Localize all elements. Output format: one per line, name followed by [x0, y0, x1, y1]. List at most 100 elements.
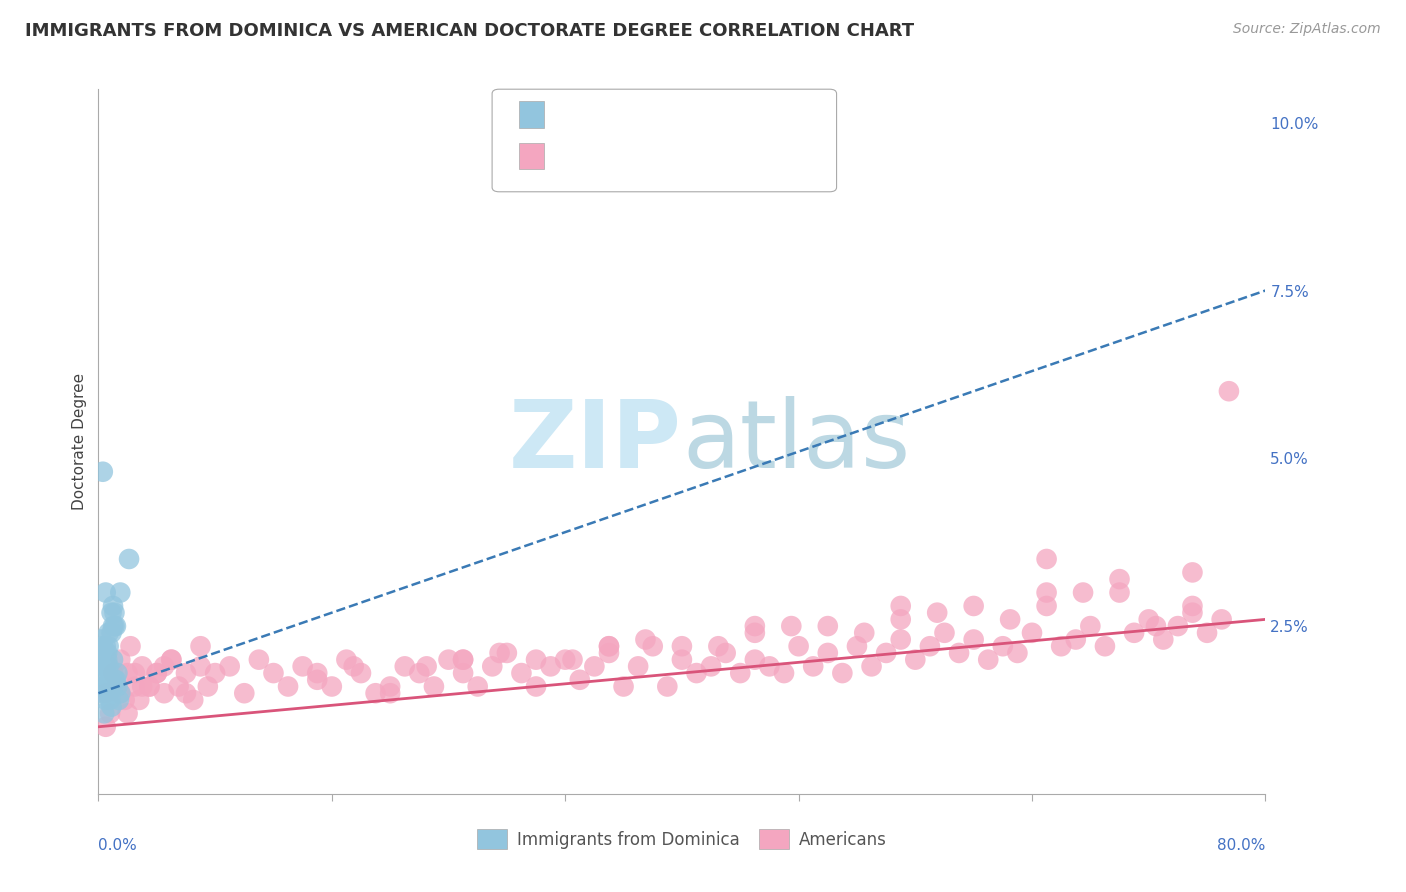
Text: IMMIGRANTS FROM DOMINICA VS AMERICAN DOCTORATE DEGREE CORRELATION CHART: IMMIGRANTS FROM DOMINICA VS AMERICAN DOC… [25, 22, 914, 40]
Point [948, 646, 970, 660]
Point [160, 653, 183, 667]
Point [94, 693, 117, 707]
Point [1218, 384, 1240, 399]
Point [875, 646, 897, 660]
Point [1094, 639, 1116, 653]
Point [277, 680, 299, 694]
Text: 80.0%: 80.0% [1218, 838, 1265, 854]
Point [104, 680, 127, 694]
Point [540, 659, 562, 673]
Point [94, 639, 117, 653]
Point [991, 639, 1014, 653]
Point [671, 639, 693, 653]
Point [98, 706, 121, 721]
Point [787, 639, 810, 653]
Point [97, 639, 120, 653]
Point [98, 680, 121, 694]
Point [94, 666, 117, 681]
Point [634, 632, 657, 647]
Point [167, 680, 190, 694]
Point [103, 606, 125, 620]
Point [153, 686, 176, 700]
Point [451, 653, 474, 667]
Point [1108, 585, 1130, 599]
Point [1137, 612, 1160, 626]
Point [103, 619, 125, 633]
Point [97, 625, 120, 640]
Point [977, 653, 1000, 667]
Point [96, 646, 118, 660]
Point [927, 606, 949, 620]
Text: 0.0%: 0.0% [98, 838, 138, 854]
Point [744, 625, 766, 640]
Point [94, 659, 117, 673]
Point [146, 666, 169, 681]
Point [94, 686, 117, 700]
Point [890, 612, 912, 626]
Point [97, 659, 120, 673]
Point [146, 666, 169, 681]
Point [101, 666, 124, 681]
Point [598, 646, 620, 660]
Point [335, 653, 357, 667]
Point [91, 639, 114, 653]
Point [262, 666, 284, 681]
Point [730, 666, 752, 681]
Point [124, 666, 146, 681]
Point [890, 632, 912, 647]
Point [91, 680, 114, 694]
Point [1064, 632, 1087, 647]
Point [247, 653, 270, 667]
Point [700, 659, 723, 673]
Point [1181, 599, 1204, 613]
Point [1181, 606, 1204, 620]
Point [554, 653, 576, 667]
Point [101, 653, 124, 667]
Point [103, 673, 125, 687]
Point [181, 693, 204, 707]
Point [94, 720, 117, 734]
Point [641, 639, 664, 653]
Point [174, 686, 197, 700]
Point [1080, 619, 1102, 633]
Point [174, 666, 197, 681]
Point [343, 659, 366, 673]
Point [1211, 612, 1233, 626]
Point [657, 680, 679, 694]
Point [801, 659, 824, 673]
Point [962, 632, 984, 647]
Point [233, 686, 256, 700]
Point [685, 666, 707, 681]
Point [627, 659, 650, 673]
Point [1021, 625, 1043, 640]
Point [758, 659, 780, 673]
Point [1050, 639, 1073, 653]
Point [380, 680, 402, 694]
Point [510, 666, 533, 681]
Point [110, 686, 132, 700]
Point [1035, 599, 1057, 613]
Point [124, 680, 146, 694]
Point [998, 612, 1021, 626]
Point [110, 686, 132, 700]
Point [1144, 619, 1167, 633]
Point [744, 619, 766, 633]
Point [204, 666, 226, 681]
Point [853, 625, 876, 640]
Point [1071, 585, 1094, 599]
Point [97, 686, 120, 700]
Point [190, 659, 212, 673]
Point [583, 659, 606, 673]
Point [94, 585, 117, 599]
Point [817, 646, 839, 660]
Point [98, 673, 121, 687]
Point [831, 666, 853, 681]
Point [918, 639, 941, 653]
Point [101, 619, 124, 633]
Point [1181, 566, 1204, 580]
Text: ZIP: ZIP [509, 395, 682, 488]
Point [1152, 632, 1174, 647]
Text: R = 0.139: R = 0.139 [555, 103, 654, 123]
Point [131, 659, 153, 673]
Point [1123, 625, 1146, 640]
